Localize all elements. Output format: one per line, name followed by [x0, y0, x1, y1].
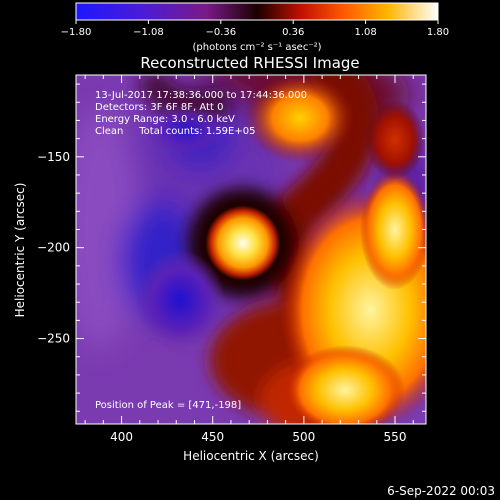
colorbar-tick-label: 1.80 [427, 27, 449, 38]
colorbar-unit-label: (photons cm⁻² s⁻¹ asec⁻²) [192, 42, 321, 53]
colorbar-tick-label: −1.80 [61, 27, 92, 38]
x-tick-label: 550 [384, 430, 407, 444]
heatmap-image [76, 75, 426, 424]
chart-title: Reconstructed RHESSI Image [140, 54, 359, 72]
colorbar-gradient [75, 2, 439, 21]
peak-position-label: Position of Peak = [471,-198] [95, 400, 241, 411]
x-axis-label: Heliocentric X (arcsec) [183, 449, 319, 463]
info-line-detectors: Detectors: 3F 6F 8F, Att 0 [95, 102, 223, 113]
colorbar-tick-label: −1.08 [133, 27, 164, 38]
x-tick-label: 500 [292, 430, 315, 444]
info-line-time: 13-Jul-2017 17:38:36.000 to 17:44:36.000 [95, 90, 307, 101]
peak-source [205, 205, 281, 281]
footer-date: 6-Sep-2022 00:03 [387, 484, 495, 498]
info-line-energy: Energy Range: 3.0 - 6.0 keV [95, 114, 235, 125]
y-tick-label: −200 [37, 241, 70, 255]
colorbar-tick-label: 1.08 [354, 27, 376, 38]
info-line-clean: Clean Total counts: 1.59E+05 [95, 126, 255, 137]
x-tick-label: 450 [201, 430, 224, 444]
colorbar-tick-label: −0.36 [205, 27, 236, 38]
plot-frame [75, 74, 427, 425]
y-tick-label: −150 [37, 150, 70, 164]
y-tick-label: −250 [37, 332, 70, 346]
colorbar: −1.80 −1.08 −0.36 0.36 1.08 1.80 [61, 2, 449, 38]
y-axis-label: Heliocentric Y (arcsec) [13, 183, 27, 318]
x-tick-label: 400 [110, 430, 133, 444]
colorbar-tick-label: 0.36 [282, 27, 304, 38]
info-block: 13-Jul-2017 17:38:36.000 to 17:44:36.000… [95, 90, 307, 137]
